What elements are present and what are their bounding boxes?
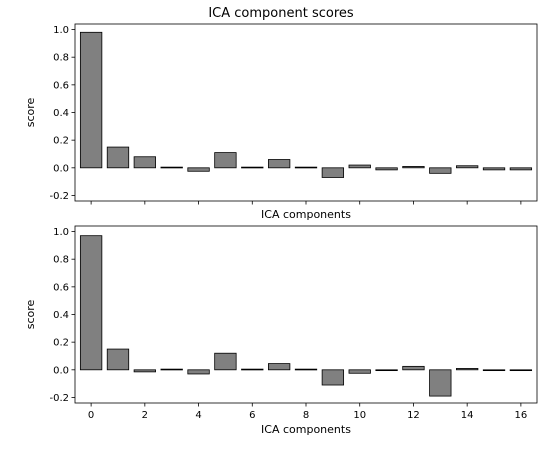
bar-16 <box>509 369 533 372</box>
bar-11 <box>375 369 398 372</box>
bar-6 <box>241 368 264 371</box>
bar-4 <box>187 167 210 172</box>
y-tick-label: 0.8 <box>53 53 69 64</box>
bar-0 <box>79 235 103 371</box>
y-tick-label: 0.4 <box>53 310 69 321</box>
x-axis-label: ICA components <box>261 208 351 221</box>
y-tick-label: 0.8 <box>53 255 69 266</box>
x-tick-label: 2 <box>142 410 148 421</box>
x-tick-label: 4 <box>195 410 201 421</box>
y-tick-label: 0.4 <box>53 108 69 119</box>
bar-4 <box>187 369 210 375</box>
x-tick-label: 12 <box>407 410 420 421</box>
bar-13 <box>429 369 452 397</box>
bar-3 <box>160 368 183 371</box>
bar-15 <box>482 167 506 171</box>
bar-1 <box>106 348 130 371</box>
y-axis-label: score <box>24 299 37 329</box>
bar-14 <box>456 165 479 169</box>
y-tick-label: 1.0 <box>53 25 69 36</box>
bar-3 <box>160 166 183 169</box>
axes-frame <box>74 23 538 202</box>
bar-0 <box>79 31 103 169</box>
x-axis-label: ICA components <box>261 423 351 436</box>
y-tick-label: 0.2 <box>53 136 69 147</box>
y-tick-label: -0.2 <box>49 191 69 202</box>
y-tick-label: 0.6 <box>53 282 69 293</box>
bar-12 <box>402 365 425 371</box>
x-tick-label: 8 <box>303 410 309 421</box>
x-tick-label: 10 <box>353 410 366 421</box>
bar-12 <box>402 166 425 169</box>
bar-15 <box>482 369 506 372</box>
y-tick-label: 0.0 <box>53 365 69 376</box>
x-tick-label: 0 <box>88 410 94 421</box>
bar-16 <box>509 167 533 171</box>
axes-frame <box>74 225 538 404</box>
x-tick-label: 14 <box>461 410 474 421</box>
bar-7 <box>267 159 291 169</box>
y-tick-label: 0.0 <box>53 163 69 174</box>
bar-10 <box>348 164 371 169</box>
bar-10 <box>348 369 371 374</box>
bar-5 <box>214 152 237 169</box>
bar-7 <box>267 363 291 371</box>
y-tick-label: -0.2 <box>49 393 69 404</box>
bar-13 <box>429 167 452 174</box>
bar-14 <box>456 368 479 371</box>
y-tick-label: 0.6 <box>53 80 69 91</box>
x-tick-label: 16 <box>515 410 528 421</box>
bar-11 <box>375 167 398 171</box>
bar-2 <box>133 156 156 169</box>
y-tick-label: 0.2 <box>53 338 69 349</box>
bar-6 <box>241 166 264 169</box>
figure-title: ICA component scores <box>208 6 354 21</box>
top-chart: -0.2 0.0 0.2 0.4 0.6 0.8 1.0 ICA components scor… <box>24 23 538 221</box>
x-tick-label: 6 <box>249 410 255 421</box>
bar-1 <box>106 146 130 169</box>
bar-9 <box>321 167 345 178</box>
bar-5 <box>214 352 237 371</box>
bottom-chart: -0.2 0.0 0.2 0.4 0.6 0.8 1.0 0 2 4 6 8 10 12 14 16 ICA c… <box>24 225 538 436</box>
y-axis-label: score <box>24 97 37 127</box>
bar-9 <box>321 369 345 386</box>
bar-2 <box>133 369 156 373</box>
bar-8 <box>294 368 318 371</box>
bar-8 <box>294 166 318 169</box>
y-tick-label: 1.0 <box>53 227 69 238</box>
